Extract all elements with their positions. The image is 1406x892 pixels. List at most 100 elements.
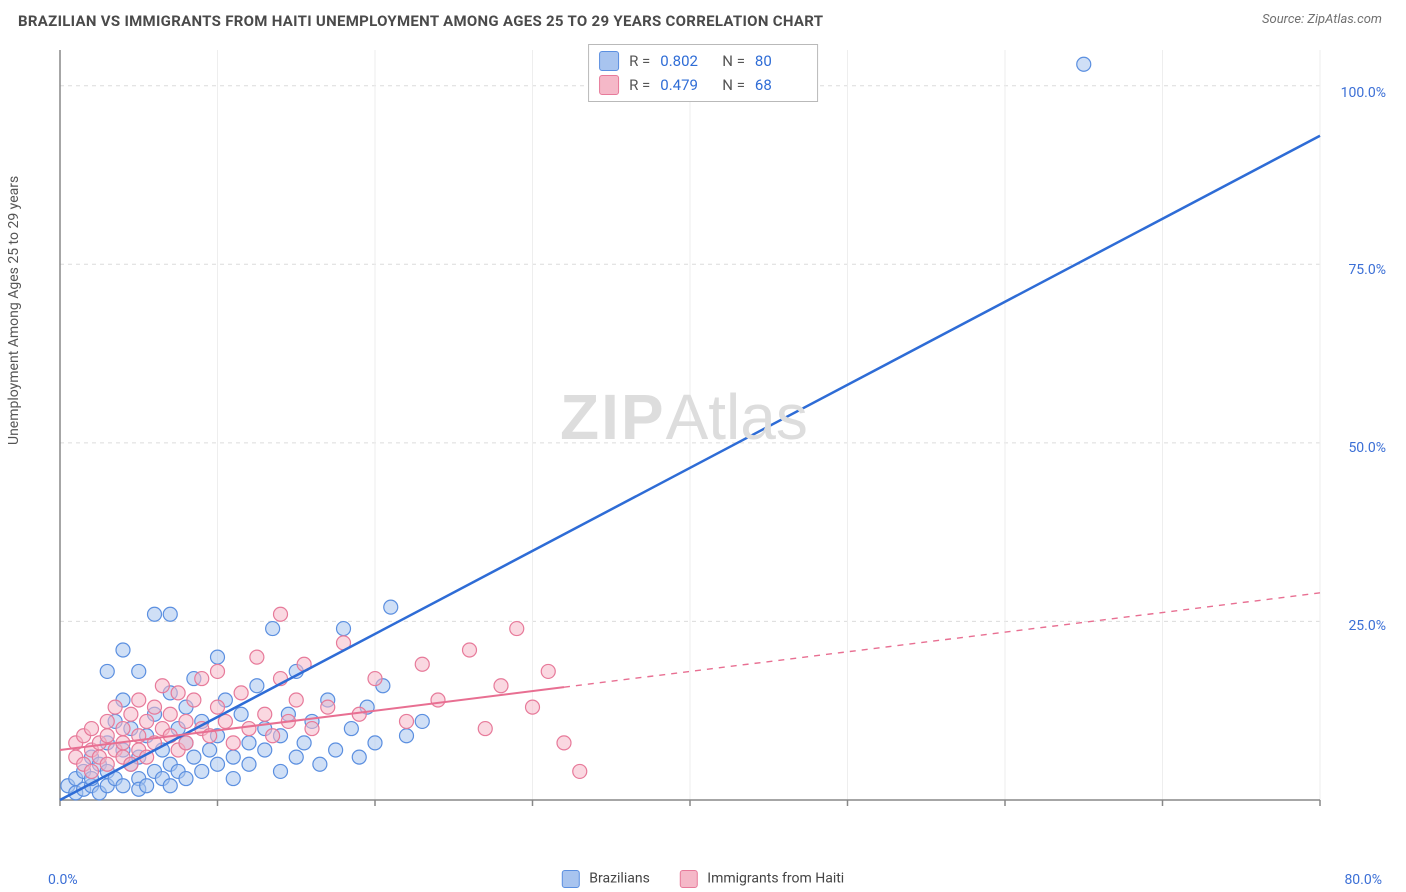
scatter-point bbox=[85, 722, 99, 736]
n-value: 80 bbox=[755, 52, 807, 70]
scatter-point bbox=[100, 664, 114, 678]
y-tick-label: 25.0% bbox=[1348, 618, 1386, 634]
scatter-point bbox=[242, 757, 256, 771]
scatter-point bbox=[368, 672, 382, 686]
scatter-point bbox=[163, 779, 177, 793]
scatter-point bbox=[211, 650, 225, 664]
scatter-point bbox=[203, 743, 217, 757]
scatter-point bbox=[242, 722, 256, 736]
scatter-point bbox=[274, 607, 288, 621]
scatter-point bbox=[494, 679, 508, 693]
scatter-point bbox=[313, 757, 327, 771]
scatter-point bbox=[226, 750, 240, 764]
scatter-point bbox=[140, 714, 154, 728]
plot-area bbox=[50, 40, 1370, 830]
scatter-point bbox=[211, 700, 225, 714]
swatch-icon bbox=[680, 870, 698, 888]
stats-row: R = 0.479 N = 68 bbox=[599, 73, 807, 97]
swatch-icon bbox=[599, 75, 619, 95]
scatter-point bbox=[557, 736, 571, 750]
scatter-point bbox=[179, 714, 193, 728]
r-label: R = bbox=[629, 76, 650, 94]
scatter-point bbox=[384, 600, 398, 614]
scatter-point bbox=[100, 714, 114, 728]
scatter-point bbox=[148, 700, 162, 714]
source-label: Source: ZipAtlas.com bbox=[1262, 12, 1382, 27]
scatter-point bbox=[344, 722, 358, 736]
scatter-point bbox=[195, 764, 209, 778]
scatter-point bbox=[415, 657, 429, 671]
r-value: 0.479 bbox=[660, 76, 712, 94]
y-tick-label: 75.0% bbox=[1348, 262, 1386, 278]
stats-legend-box: R = 0.802 N = 80 R = 0.479 N = 68 bbox=[588, 44, 818, 102]
scatter-point bbox=[329, 743, 343, 757]
scatter-point bbox=[163, 707, 177, 721]
scatter-point bbox=[242, 736, 256, 750]
scatter-point bbox=[100, 729, 114, 743]
scatter-point bbox=[195, 672, 209, 686]
y-axis-label: Unemployment Among Ages 25 to 29 years bbox=[6, 176, 22, 445]
scatter-point bbox=[179, 736, 193, 750]
scatter-point bbox=[573, 764, 587, 778]
scatter-point bbox=[305, 722, 319, 736]
scatter-point bbox=[140, 779, 154, 793]
scatter-point bbox=[155, 679, 169, 693]
y-tick-label: 50.0% bbox=[1348, 440, 1386, 456]
scatter-point bbox=[171, 686, 185, 700]
scatter-point bbox=[258, 743, 272, 757]
scatter-point bbox=[250, 650, 264, 664]
scatter-point bbox=[187, 750, 201, 764]
scatter-point bbox=[289, 693, 303, 707]
scatter-point bbox=[431, 693, 445, 707]
scatter-point bbox=[400, 729, 414, 743]
legend-item: Immigrants from Haiti bbox=[680, 870, 844, 888]
scatter-point bbox=[297, 736, 311, 750]
scatter-point bbox=[187, 693, 201, 707]
scatter-point bbox=[266, 729, 280, 743]
scatter-point bbox=[116, 779, 130, 793]
scatter-point bbox=[352, 750, 366, 764]
chart-container: BRAZILIAN VS IMMIGRANTS FROM HAITI UNEMP… bbox=[0, 0, 1406, 892]
legend-label: Brazilians bbox=[589, 871, 650, 887]
chart-title: BRAZILIAN VS IMMIGRANTS FROM HAITI UNEMP… bbox=[18, 12, 823, 30]
swatch-icon bbox=[599, 51, 619, 71]
scatter-point bbox=[400, 714, 414, 728]
scatter-point bbox=[85, 764, 99, 778]
scatter-point bbox=[250, 679, 264, 693]
scatter-point bbox=[116, 722, 130, 736]
legend-label: Immigrants from Haiti bbox=[707, 871, 844, 887]
scatter-point bbox=[266, 622, 280, 636]
n-label: N = bbox=[722, 76, 745, 94]
bottom-legend: Brazilians Immigrants from Haiti bbox=[562, 870, 844, 888]
scatter-point bbox=[478, 722, 492, 736]
scatter-point bbox=[337, 622, 351, 636]
scatter-point bbox=[211, 664, 225, 678]
scatter-point bbox=[234, 686, 248, 700]
n-value: 68 bbox=[755, 76, 807, 94]
scatter-point bbox=[526, 700, 540, 714]
scatter-point bbox=[368, 736, 382, 750]
scatter-point bbox=[289, 750, 303, 764]
scatter-point bbox=[116, 643, 130, 657]
x-tick-label: 80.0% bbox=[1344, 872, 1382, 888]
scatter-point bbox=[226, 736, 240, 750]
scatter-point bbox=[463, 643, 477, 657]
scatter-point bbox=[274, 764, 288, 778]
scatter-point bbox=[179, 772, 193, 786]
scatter-point bbox=[226, 772, 240, 786]
legend-item: Brazilians bbox=[562, 870, 650, 888]
scatter-point bbox=[100, 757, 114, 771]
scatter-point bbox=[541, 664, 555, 678]
scatter-point bbox=[148, 607, 162, 621]
scatter-point bbox=[510, 622, 524, 636]
chart-svg bbox=[50, 40, 1370, 830]
scatter-point bbox=[415, 714, 429, 728]
n-label: N = bbox=[722, 52, 745, 70]
r-value: 0.802 bbox=[660, 52, 712, 70]
scatter-point bbox=[234, 707, 248, 721]
r-label: R = bbox=[629, 52, 650, 70]
scatter-point bbox=[258, 707, 272, 721]
scatter-point bbox=[108, 700, 122, 714]
stats-row: R = 0.802 N = 80 bbox=[599, 49, 807, 73]
scatter-point bbox=[163, 607, 177, 621]
